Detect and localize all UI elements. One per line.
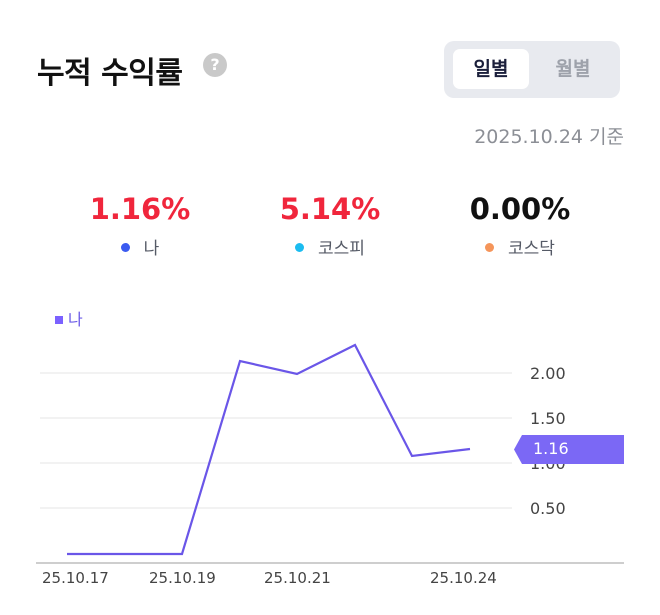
current-value-label: 1.16: [533, 439, 569, 458]
summary-label: 코스닥: [508, 239, 555, 259]
x-tick: 25.10.19: [149, 569, 216, 587]
help-icon[interactable]: ?: [203, 53, 227, 77]
x-tick: 25.10.17: [42, 569, 109, 587]
dot-icon: [485, 243, 495, 252]
y-tick: 1.50: [530, 409, 566, 428]
period-toggle: 일별 월별: [444, 41, 620, 98]
summary-me: 1.16% 나: [50, 192, 230, 259]
chart-legend[interactable]: 나: [55, 306, 83, 330]
summary-label: 코스피: [318, 239, 365, 259]
dot-icon: [120, 243, 130, 252]
summary-kosdaq: 0.00% 코스닥: [430, 192, 610, 259]
summary-label: 나: [143, 239, 160, 259]
daily-tab[interactable]: 일별: [453, 49, 529, 89]
as-of-date: 2025.10.24 기준: [474, 126, 624, 148]
current-value-tag: 1.16: [514, 435, 624, 464]
legend-label: 나: [68, 310, 83, 329]
page-title: 누적 수익률: [37, 56, 183, 91]
monthly-tab[interactable]: 월별: [555, 58, 591, 80]
summary-value: 1.16%: [89, 192, 191, 226]
y-tick: 0.50: [530, 499, 566, 518]
summary-value: 5.14%: [279, 192, 381, 226]
x-tick: 25.10.24: [430, 569, 497, 587]
series-line: [67, 343, 471, 556]
x-tick: 25.10.21: [264, 569, 331, 587]
summary-kospi: 5.14% 코스피: [240, 192, 420, 259]
legend-square-icon: [55, 316, 63, 324]
dot-icon: [295, 243, 305, 252]
summary-value: 0.00%: [469, 192, 571, 226]
y-tick: 2.00: [530, 364, 566, 383]
